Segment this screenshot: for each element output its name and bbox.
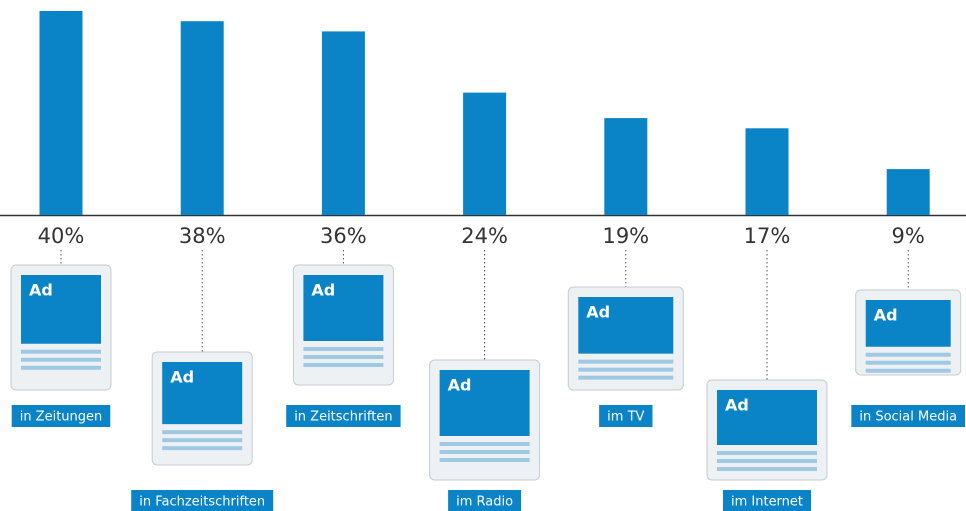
icon-line	[162, 438, 243, 443]
category-label: in Social Media	[859, 410, 957, 425]
category-box	[722, 490, 812, 511]
icon-line	[578, 367, 674, 372]
category-label: in Zeitungen	[20, 410, 103, 425]
icon-panel	[578, 297, 674, 354]
icon-line	[162, 446, 243, 451]
icon-ad: Ad	[725, 396, 749, 415]
value-label: 40%	[38, 224, 85, 248]
bar	[39, 11, 83, 215]
icon-panel	[303, 275, 384, 341]
icon-ad: Ad	[448, 376, 472, 395]
category-box	[599, 405, 653, 427]
category-box	[851, 405, 966, 427]
value-label: 38%	[179, 224, 226, 248]
icon-panel	[865, 300, 951, 347]
icon-line	[303, 355, 384, 359]
icon-ad: Ad	[586, 303, 610, 322]
category-label: im TV	[607, 410, 644, 425]
bar	[745, 128, 789, 215]
icon-line	[303, 347, 384, 351]
icon-line	[717, 459, 817, 463]
icon-panel	[21, 275, 101, 344]
icon-ad: Ad	[170, 368, 194, 387]
icon-line	[578, 359, 674, 364]
icon-line	[717, 467, 817, 471]
icon-line	[439, 450, 530, 454]
category-box	[286, 405, 401, 427]
icon-line	[439, 458, 530, 462]
icon-ad: Ad	[29, 281, 53, 300]
icon-panel	[162, 362, 243, 425]
icon-line	[162, 430, 243, 435]
icon-line	[439, 442, 530, 446]
icon-panel	[439, 370, 530, 436]
icon-line	[865, 352, 951, 357]
icon-line	[578, 375, 674, 380]
icon-ad: Ad	[311, 281, 335, 300]
category-label: in Fachzeitschriften	[139, 495, 265, 510]
value-label: 17%	[744, 224, 791, 248]
bar	[463, 92, 507, 215]
icon-line	[21, 349, 101, 354]
category-label: im Internet	[731, 495, 803, 510]
value-label: 9%	[892, 224, 925, 248]
icon-line	[717, 451, 817, 455]
bar	[321, 31, 365, 216]
bar	[180, 21, 224, 216]
value-label: 36%	[320, 224, 367, 248]
icon-panel	[717, 390, 817, 445]
category-label: in Zeitschriften	[294, 410, 392, 425]
category-label: im Radio	[456, 495, 513, 510]
icon-line	[865, 360, 951, 365]
bar	[886, 169, 930, 215]
category-box	[131, 490, 274, 511]
category-box	[448, 490, 522, 511]
icon-line	[865, 368, 951, 373]
value-label: 24%	[461, 224, 508, 248]
icon-ad: Ad	[874, 306, 898, 325]
category-box	[11, 405, 111, 427]
icon-line	[303, 363, 384, 367]
value-label: 19%	[602, 224, 649, 248]
bar	[604, 118, 648, 215]
icon-line	[21, 365, 101, 370]
icon-line	[21, 357, 101, 362]
